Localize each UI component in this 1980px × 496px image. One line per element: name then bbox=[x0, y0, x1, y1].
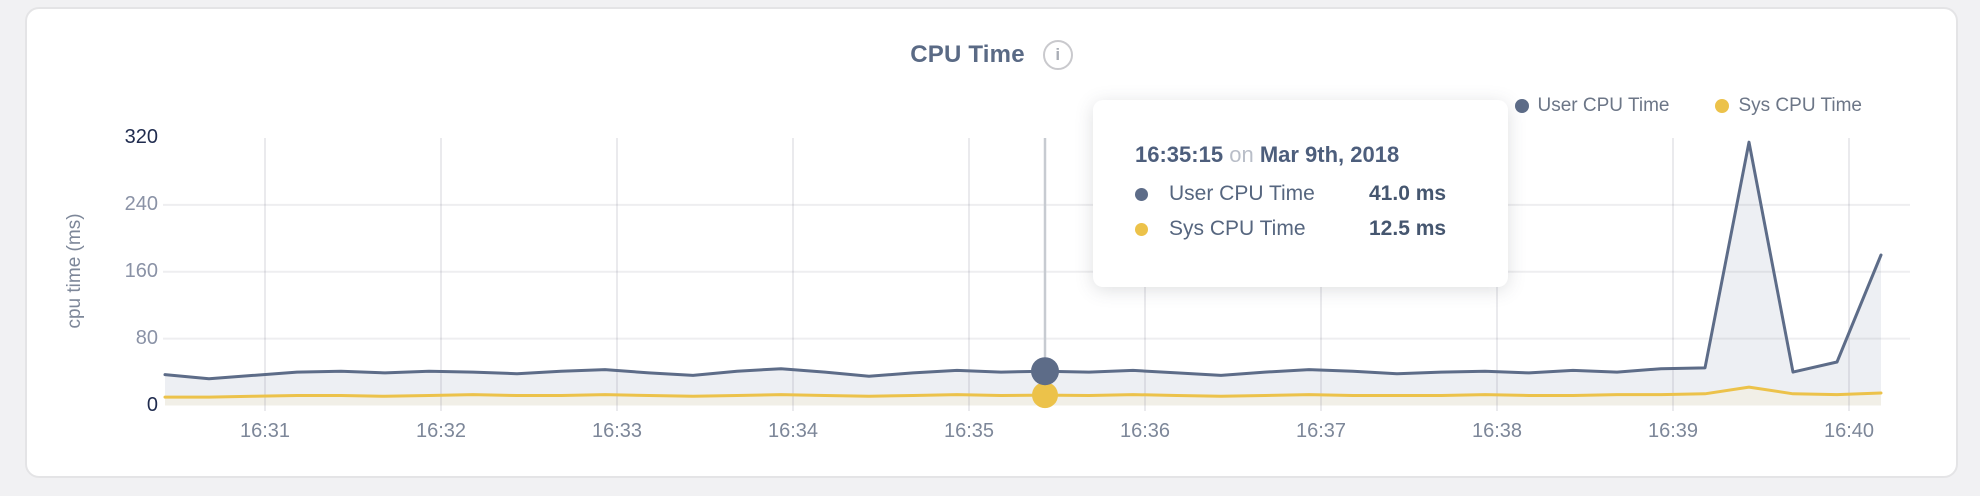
y-axis-tick-label: 80 bbox=[135, 326, 158, 349]
user-highlight-marker bbox=[1031, 357, 1059, 386]
y-axis-title: cpu time (ms) bbox=[64, 213, 85, 329]
tooltip-series-label: User CPU Time bbox=[1169, 182, 1315, 205]
x-axis-tick-label: 16:38 bbox=[1471, 420, 1523, 442]
chart-header: CPU Time i bbox=[25, 40, 1958, 70]
legend-label: Sys CPU Time bbox=[1738, 95, 1862, 116]
series-area bbox=[165, 142, 1881, 406]
tooltip-header: 16:35:15 on Mar 9th, 2018 bbox=[1135, 142, 1472, 168]
legend-item-user-cpu-time[interactable]: User CPU Time bbox=[1514, 95, 1670, 117]
legend-item-sys-cpu-time[interactable]: Sys CPU Time bbox=[1715, 95, 1862, 117]
sys-highlight-marker bbox=[1032, 382, 1058, 409]
sys-series-dot-icon bbox=[1715, 99, 1730, 113]
x-axis-tick-label: 16:39 bbox=[1647, 420, 1699, 442]
chart-legend: User CPU Time Sys CPU Time bbox=[1514, 95, 1862, 117]
y-axis-tick-label: 240 bbox=[124, 192, 158, 215]
tooltip-series-label: Sys CPU Time bbox=[1169, 217, 1306, 240]
x-axis-tick-label: 16:40 bbox=[1823, 420, 1875, 442]
tooltip-time: 16:35:15 bbox=[1135, 142, 1224, 167]
tooltip-row-user: User CPU Time 41.0 ms bbox=[1135, 182, 1472, 206]
y-axis-tick-label: 160 bbox=[124, 259, 158, 282]
tooltip-series-value: 12.5 ms bbox=[1369, 217, 1447, 240]
user-series-dot-icon bbox=[1514, 99, 1529, 113]
sys-series-dot-icon bbox=[1135, 222, 1148, 236]
series-line bbox=[163, 385, 1883, 399]
tooltip-row-sys: Sys CPU Time 12.5 ms bbox=[1135, 217, 1472, 241]
x-axis-tick-label: 16:32 bbox=[415, 420, 467, 442]
user-series-dot-icon bbox=[1135, 187, 1148, 201]
x-axis-tick-label: 16:34 bbox=[767, 420, 819, 442]
tooltip-series-value: 41.0 ms bbox=[1369, 182, 1447, 205]
info-icon[interactable]: i bbox=[1042, 40, 1073, 70]
chart-tooltip: 16:35:15 on Mar 9th, 2018 User CPU Time … bbox=[1093, 100, 1508, 287]
y-axis-tick-label: 320 bbox=[124, 126, 158, 148]
tooltip-on-word: on bbox=[1229, 142, 1254, 167]
tooltip-date: Mar 9th, 2018 bbox=[1259, 142, 1400, 167]
x-axis-tick-label: 16:36 bbox=[1119, 420, 1171, 442]
x-axis-tick-label: 16:35 bbox=[943, 420, 995, 442]
x-axis-tick-label: 16:31 bbox=[239, 420, 291, 442]
x-axis-tick-label: 16:37 bbox=[1295, 420, 1347, 442]
chart-title: CPU Time bbox=[910, 41, 1025, 68]
legend-label: User CPU Time bbox=[1537, 95, 1670, 116]
y-axis-tick-label: 0 bbox=[146, 393, 158, 416]
series-line bbox=[163, 140, 1883, 381]
x-axis-tick-label: 16:33 bbox=[591, 420, 643, 442]
